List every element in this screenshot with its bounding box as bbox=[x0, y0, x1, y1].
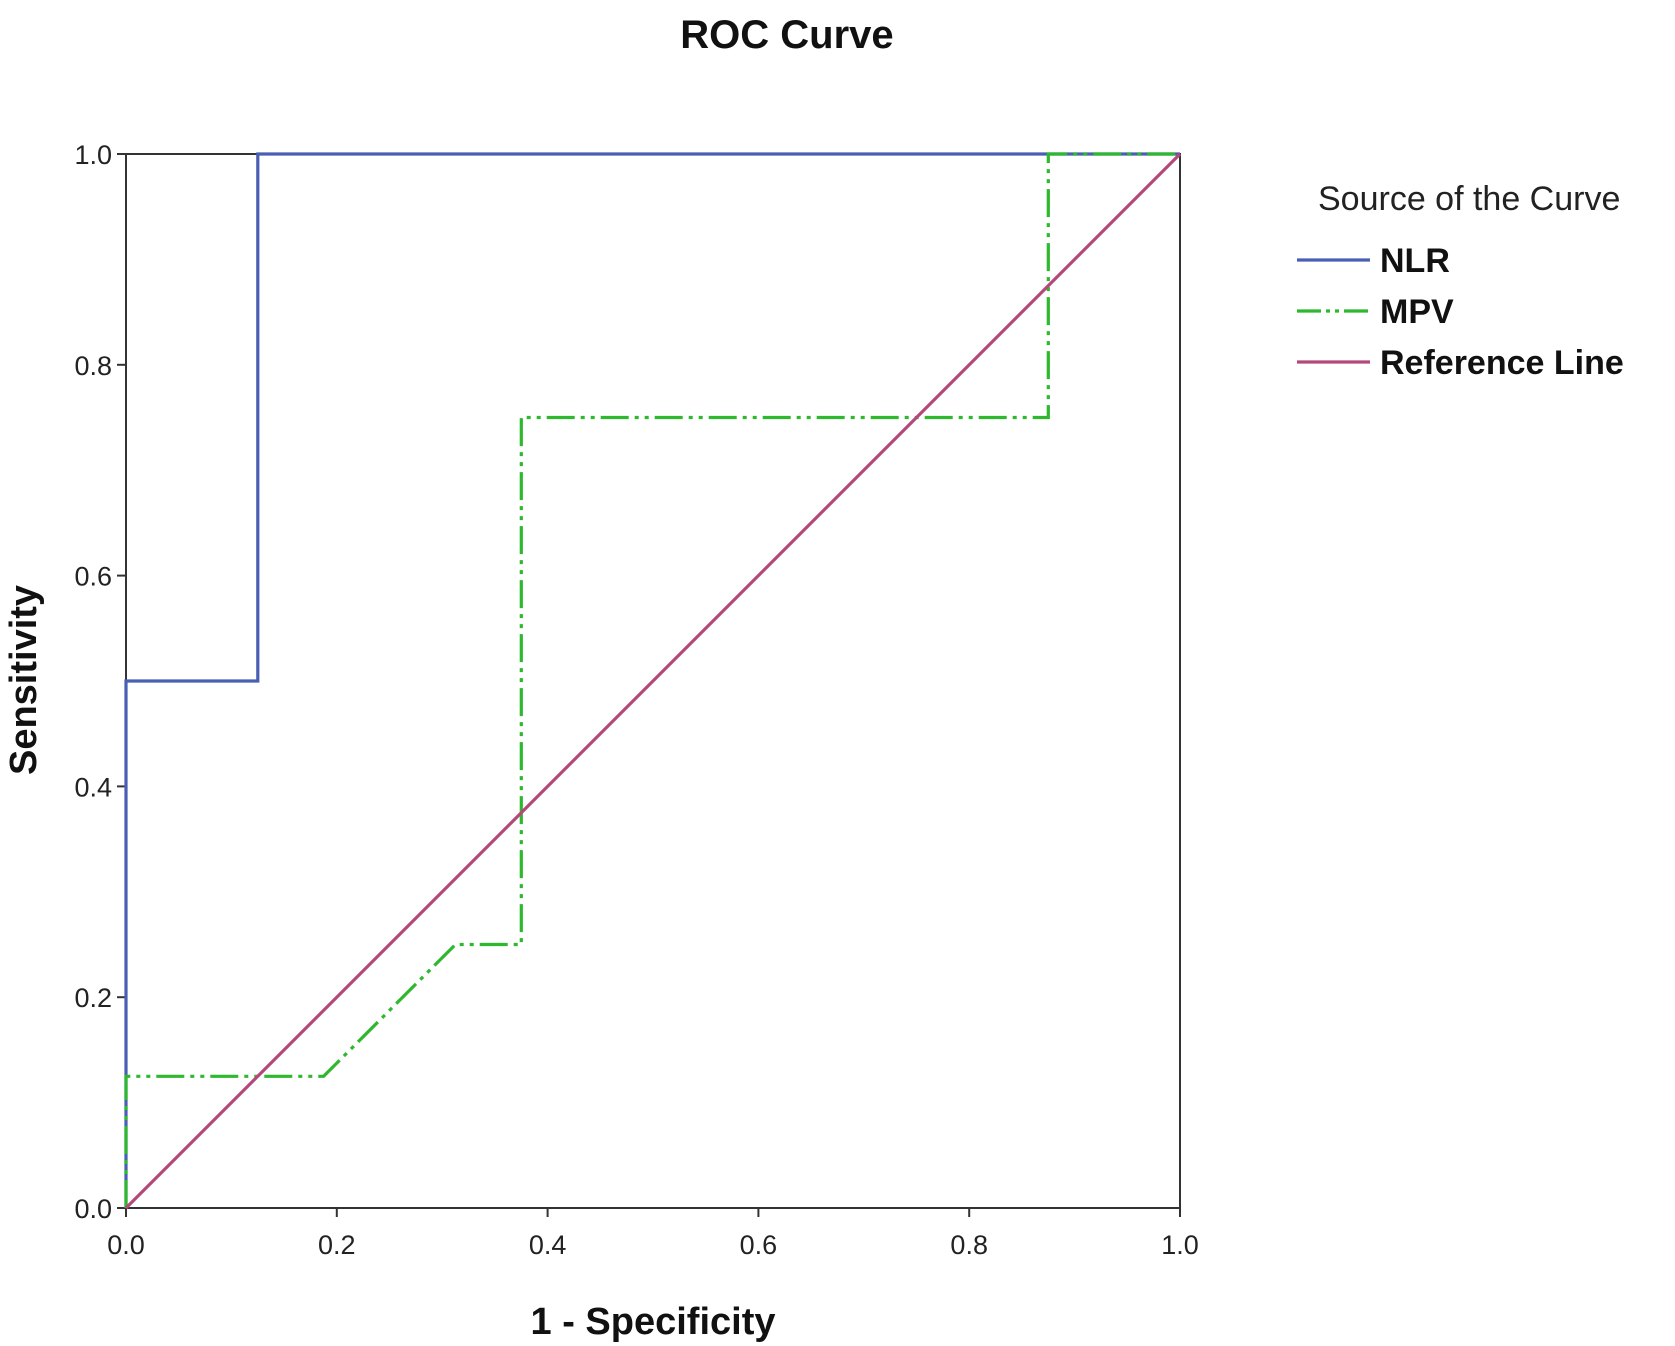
legend-label: MPV bbox=[1380, 293, 1454, 331]
y-tick-label: 0.2 bbox=[74, 983, 112, 1013]
series-line-mpv bbox=[124, 152, 1180, 1208]
chart-title: ROC Curve bbox=[680, 13, 893, 57]
legend-title: Source of the Curve bbox=[1318, 180, 1620, 218]
x-tick-label: 0.4 bbox=[529, 1230, 567, 1260]
axis-ticks: 0.0 0.2 0.4 0.6 0.8 1.0 0.0 0.2 0.4 0.6 0.8 1.0 bbox=[74, 140, 1198, 1260]
x-tick-label: 0.8 bbox=[950, 1230, 988, 1260]
x-tick-label: 0.6 bbox=[740, 1230, 778, 1260]
legend-label: Reference Line bbox=[1380, 344, 1624, 382]
series-line-reference-line bbox=[124, 152, 1182, 1210]
x-tick-label: 1.0 bbox=[1161, 1230, 1199, 1260]
y-tick-label: 0.8 bbox=[74, 351, 112, 381]
x-tick-label: 0.0 bbox=[107, 1230, 145, 1260]
x-axis-label: 1 - Specificity bbox=[531, 1301, 776, 1343]
series-lines bbox=[124, 152, 1182, 1210]
y-tick-label: 1.0 bbox=[74, 140, 112, 170]
x-tick-label: 0.2 bbox=[318, 1230, 356, 1260]
y-tick-label: 0.4 bbox=[74, 772, 112, 802]
series-line-nlr bbox=[124, 152, 1180, 1208]
y-tick-label: 0.0 bbox=[74, 1194, 112, 1224]
y-axis-label: Sensitivity bbox=[3, 585, 45, 775]
legend: Source of the Curve NLR MPV Reference Line bbox=[1297, 180, 1624, 382]
legend-label: NLR bbox=[1380, 242, 1450, 280]
y-tick-label: 0.6 bbox=[74, 562, 112, 592]
legend-items: NLR MPV Reference Line bbox=[1297, 242, 1624, 382]
